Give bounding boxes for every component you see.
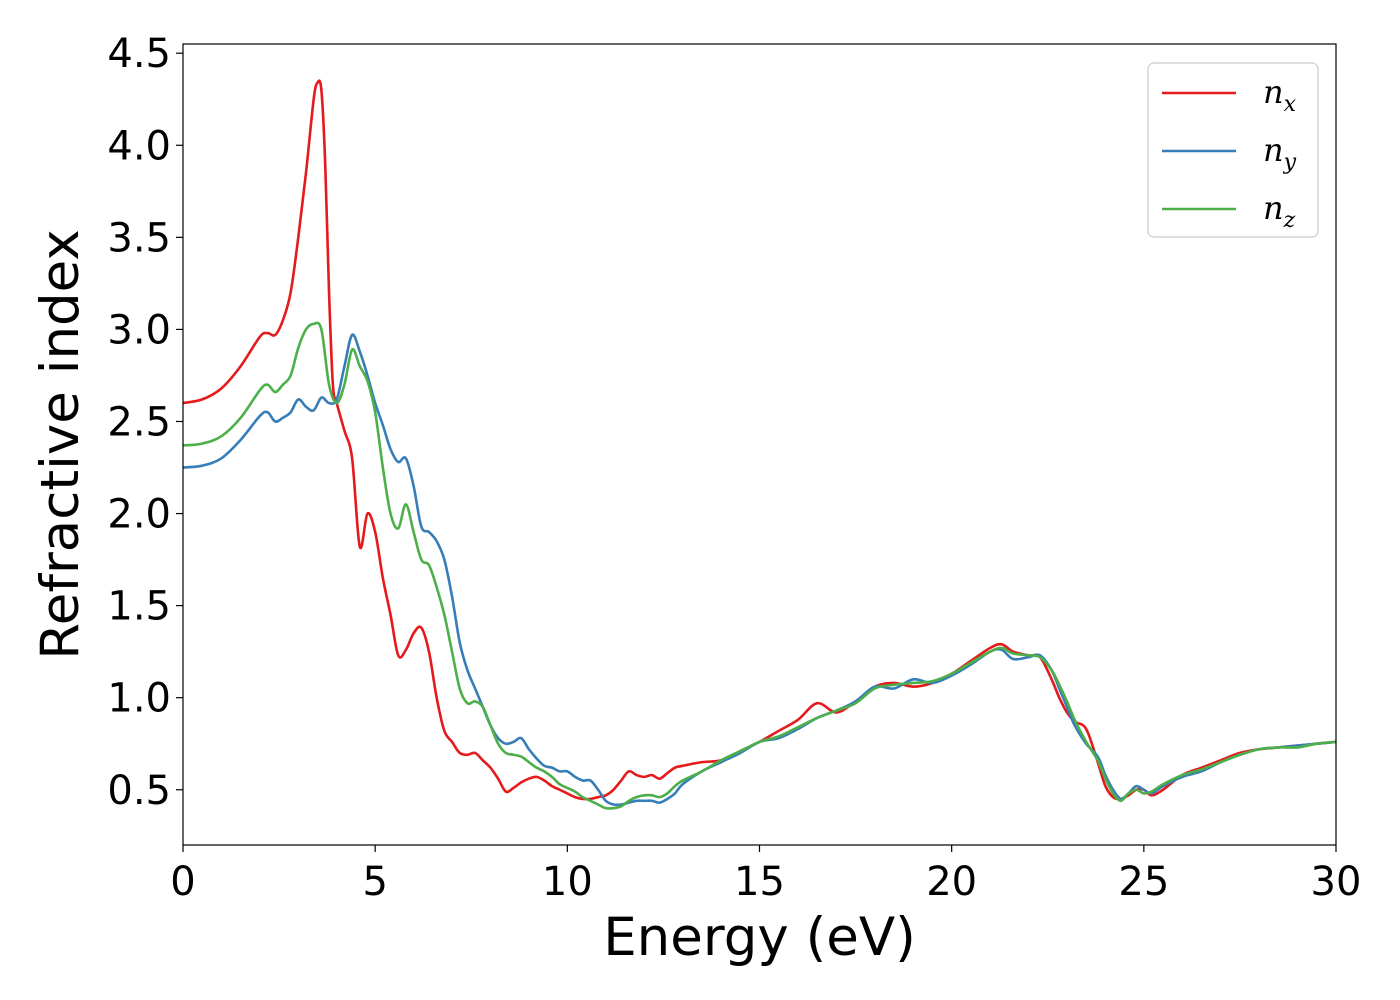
x-tick-label: 15 [734,859,785,905]
y-tick-label: 1.0 [107,676,171,722]
y-tick-label: 2.0 [107,492,171,538]
x-tick-label: 10 [542,859,593,905]
legend-label-y: ny [1263,131,1297,175]
y-tick-label: 1.5 [107,584,171,630]
legend: nx ny nz [1147,62,1319,238]
y-tick-label: 4.0 [107,123,171,169]
series-line-z [183,321,1336,810]
series-line-y [183,333,1336,807]
ticks-layer: 0 5 10 15 20 25 30 0.5 1.0 1.5 2.0 2.5 3.0 3.5 4.0 4.5 [107,31,1361,905]
y-tick-label: 4.5 [107,31,171,77]
x-axis-title: Energy (eV) [603,907,916,968]
y-tick-label: 0.5 [107,768,171,814]
y-tick-label: 3.0 [107,307,171,353]
y-tick-label: 2.5 [107,399,171,445]
x-tick-label: 20 [926,859,977,905]
series-layer [183,79,1336,810]
y-tick-label: 3.5 [107,215,171,261]
x-tick-label: 25 [1118,859,1169,905]
legend-label-z: nz [1263,189,1296,233]
legend-label-x: nx [1263,73,1297,117]
x-tick-label: 5 [362,859,387,905]
x-tick-label: 0 [170,859,195,905]
y-axis-title: Refractive index [30,229,91,659]
x-tick-label: 30 [1311,859,1362,905]
